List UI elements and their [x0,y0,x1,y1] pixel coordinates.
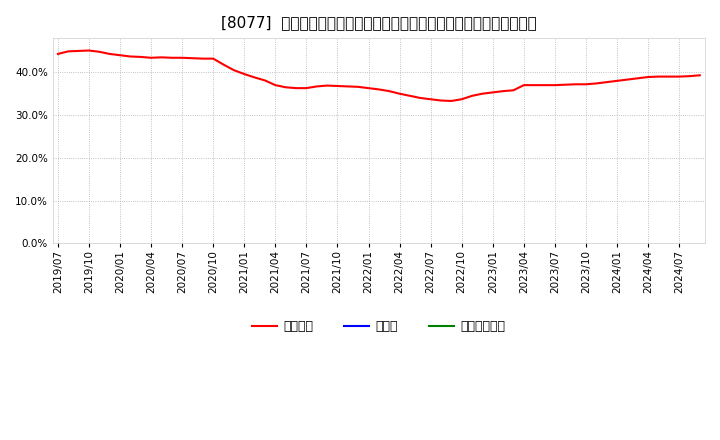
自己資本 [447,98,456,103]
自己資本 [364,85,373,91]
Line: 自己資本: 自己資本 [58,51,700,101]
自己資本 [685,73,694,79]
自己資本 [385,88,394,94]
自己資本 [261,78,269,83]
自己資本 [53,51,62,57]
Title: [8077]  自己資本、のれん、繰延税金資産の総資産に対する比率の推移: [8077] 自己資本、のれん、繰延税金資産の総資産に対する比率の推移 [221,15,536,30]
自己資本 [520,83,528,88]
自己資本 [696,73,704,78]
自己資本 [240,71,248,77]
Legend: 自己資本, のれん, 繰延税金資産: 自己資本, のれん, 繰延税金資産 [247,315,510,338]
自己資本 [85,48,94,53]
